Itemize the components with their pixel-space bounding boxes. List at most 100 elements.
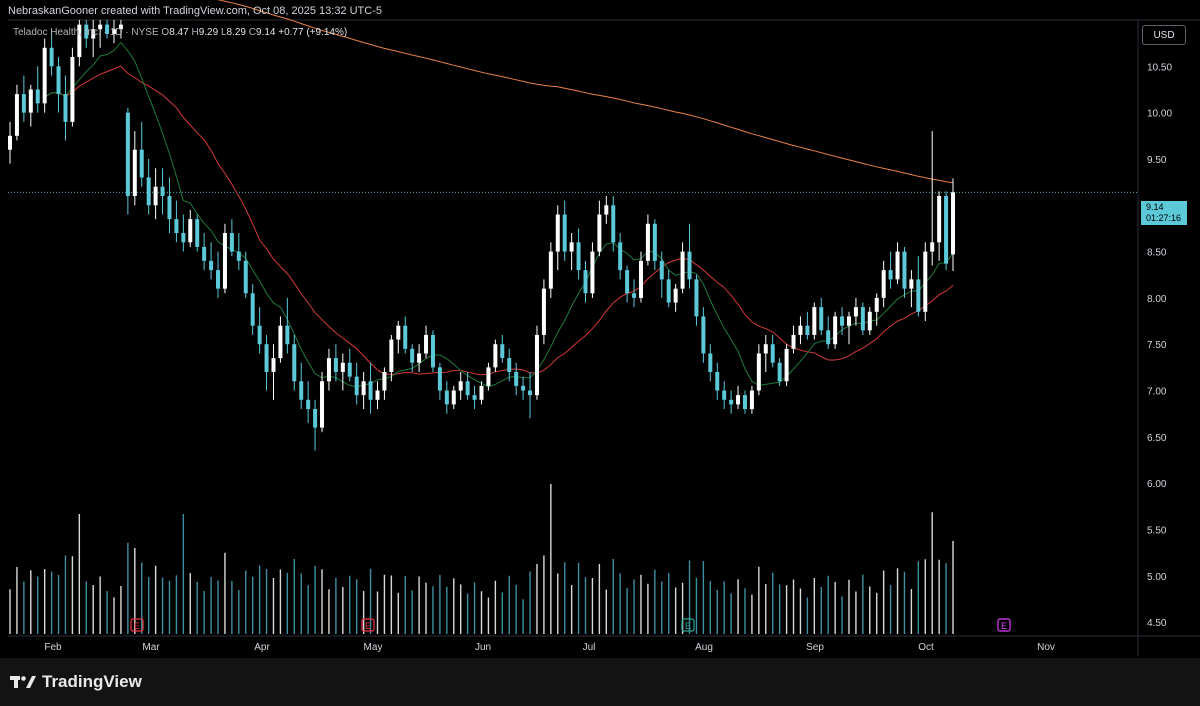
candle-body [528,390,533,396]
volume-bar [945,563,947,634]
candle-body [112,29,117,34]
volume-bar [577,562,580,634]
currency-button[interactable]: USD [1142,25,1186,45]
volume-bar [120,586,122,634]
candle-body [902,251,907,289]
volume-bar [85,581,87,634]
candle-body [909,279,914,289]
volume-bar [418,576,420,634]
candle-body [645,223,650,261]
volume-bar [751,594,753,634]
volume-bar [619,573,621,634]
price-tick-label: 9.50 [1147,155,1167,166]
volume-bar [404,576,406,634]
volume-bar [147,577,150,634]
volume-bar [411,590,413,634]
tradingview-icon [10,676,36,688]
candle-body [916,279,921,312]
volume-bar [245,570,247,634]
volume-bar [702,561,705,634]
earnings-marker: E [681,618,695,632]
candle-body [188,219,193,243]
price-tick-label: 6.00 [1147,479,1167,490]
footer: TradingView [0,658,1200,706]
volume-bar [321,569,323,634]
candle-body [396,325,401,340]
price-tick-label: 7.00 [1147,387,1167,398]
candle-body [652,223,657,261]
candle-body [895,251,900,280]
volume-bar [300,573,302,634]
volume-bar [425,582,427,634]
volume-bar [508,575,510,634]
candle-body [56,66,61,95]
candle-body [368,381,373,400]
symbol-name[interactable]: Teladoc Health, Inc. [13,27,101,38]
volume-bar [383,574,386,634]
volume-bar [501,592,504,634]
volume-bar [106,591,108,634]
candle-body [951,192,955,255]
volume-bar [633,579,635,634]
volume-bar [141,562,143,634]
volume-bar [466,593,469,634]
candle-body [209,260,214,271]
candle-body [694,279,699,317]
candle-body [437,367,442,391]
brand-name: TradingView [42,672,142,691]
candle-body [70,57,75,122]
volume-bar [134,548,136,634]
volume-bar [744,588,746,634]
candle-body [340,362,345,372]
candle-body [299,381,304,400]
chart-credit: NebraskanGooner created with TradingView… [8,5,382,17]
candle-body [701,316,706,354]
candle-body [451,390,456,405]
volume-bar [279,569,282,634]
candle-body [791,334,796,349]
volume-bar [182,514,185,634]
close-label: C [248,27,256,38]
symbol-interval[interactable]: 1D [109,27,123,38]
volume-bar [876,592,878,634]
candle-body [91,29,96,39]
volume-bar [487,597,490,634]
candle-body [285,325,290,345]
candle-body [673,288,678,303]
price-tick-label: 7.50 [1147,340,1167,351]
volume-bar [737,579,739,634]
volume-bar [453,578,455,634]
candle-body [680,251,685,289]
volume-bar [591,578,594,634]
volume-bar [286,573,289,634]
volume-bar [494,580,497,634]
candle-body [229,233,234,252]
candle-body [458,381,463,391]
volume-bar [903,571,906,634]
candle-body [666,279,671,303]
volume-bar [349,575,351,634]
candle-body [756,353,761,391]
volume-bar [203,591,205,634]
candle-body [21,94,26,113]
candle-body [937,196,942,243]
candle-body [576,242,581,271]
candle-body [729,399,734,405]
tradingview-logo[interactable]: TradingView [10,672,142,692]
candle-body [410,348,415,363]
earnings-marker-label: E [685,621,691,631]
volume-bar [924,559,926,634]
volume-bar [785,585,788,634]
candle-body [625,270,630,294]
candle-body [424,334,429,354]
volume-bar [196,582,198,634]
time-tick-label: Jul [583,642,596,653]
earnings-marker-label: E [1001,621,1007,631]
symbol-exchange: NYSE [131,27,159,38]
candle-body [313,409,318,428]
volume-bar [168,581,171,634]
volume-bar [390,575,393,634]
time-tick-label: Sep [806,642,824,653]
